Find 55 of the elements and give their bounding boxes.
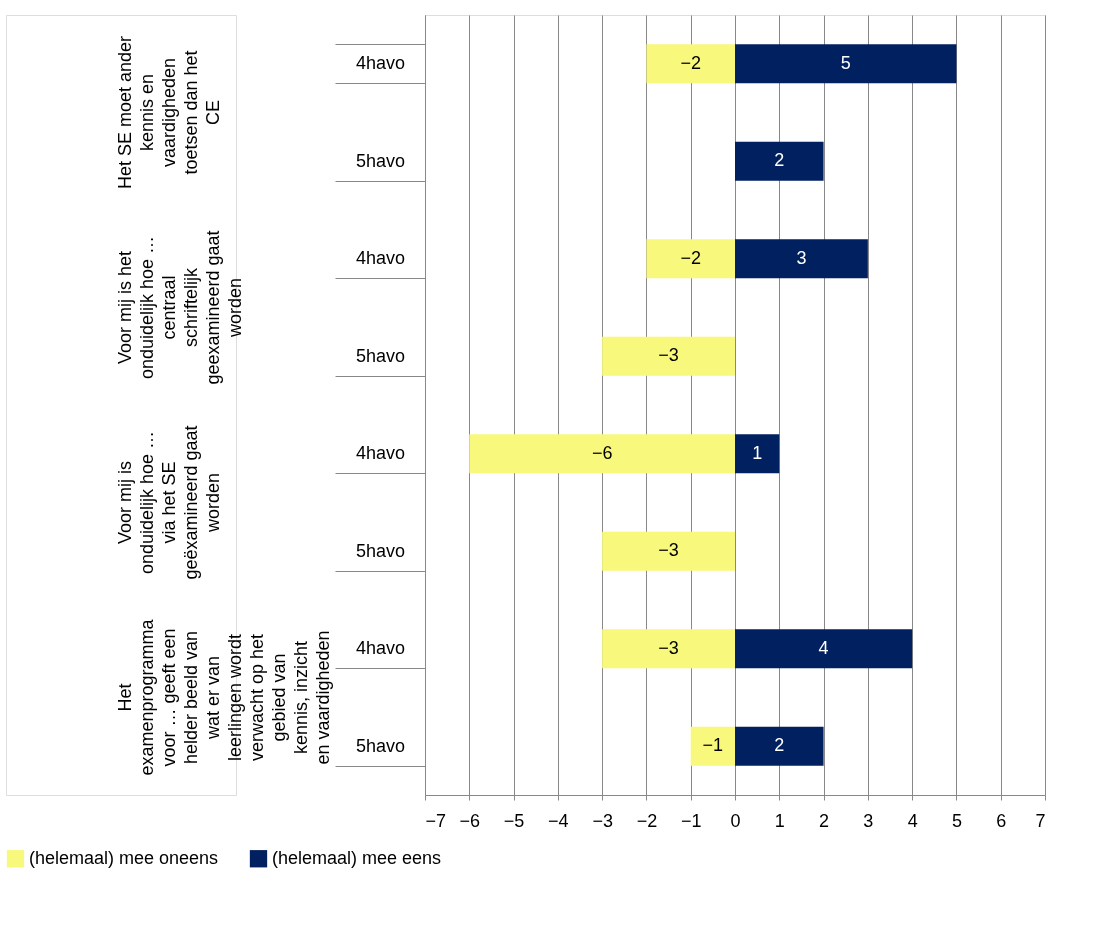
text: Het SE moet ander kennis en vaardigheden toetsen dan het CE xyxy=(115,35,223,190)
y-tick-label: 4havo xyxy=(355,443,406,464)
x-tick-label: 6 xyxy=(996,810,1007,831)
x-tick-label: −2 xyxy=(636,810,658,831)
data-label: 2 xyxy=(774,735,785,756)
bar xyxy=(735,434,780,474)
bar xyxy=(602,336,735,376)
x-tick-label: 7 xyxy=(1035,810,1046,831)
data-label: −2 xyxy=(680,247,701,268)
text: Voor mij is het onduidelijk hoe … centraal schriftelijk geexamineerd gaat worden xyxy=(115,230,245,385)
y-tick-label: 5havo xyxy=(355,345,406,366)
x-tick-label: −5 xyxy=(503,810,525,831)
data-label: −3 xyxy=(658,540,679,561)
bar xyxy=(469,434,735,474)
x-tick-label: 4 xyxy=(907,810,918,831)
bar xyxy=(602,629,735,669)
data-label: 4 xyxy=(818,637,829,658)
text: Voor mij is onduidelijk hoe … via het SE geëxamineerd gaat worden xyxy=(115,425,223,580)
data-label: 2 xyxy=(774,150,785,171)
y-tick-label: 4havo xyxy=(355,53,406,74)
bar xyxy=(690,726,735,766)
data-label: 5 xyxy=(840,52,851,73)
bar xyxy=(735,141,824,181)
text: Het examenprogramma voor … geeft een helder beeld van wat er van leerlingen wordt verwacht op het gebied van kennis, inzicht en vaardigheden xyxy=(115,619,333,776)
y-tick-label: 5havo xyxy=(355,150,406,171)
x-tick-label: 5 xyxy=(951,810,962,831)
bar xyxy=(646,44,735,84)
x-tick-label: −4 xyxy=(548,810,569,831)
bar xyxy=(735,44,957,84)
x-tick-label: 2 xyxy=(819,810,830,831)
x-tick-label: −3 xyxy=(592,810,613,831)
y-tick-label: 4havo xyxy=(355,248,406,269)
data-label: 3 xyxy=(796,247,807,268)
data-label: −1 xyxy=(702,735,724,756)
legend-label: (helemaal) mee eens xyxy=(272,847,442,868)
data-label: −2 xyxy=(680,52,701,73)
x-tick-label: 0 xyxy=(730,810,741,831)
bar xyxy=(735,629,913,669)
bar xyxy=(646,239,735,279)
data-label: −3 xyxy=(658,345,679,366)
legend-label: (helemaal) mee oneens xyxy=(29,847,219,868)
bar xyxy=(735,726,824,766)
x-tick-label: −6 xyxy=(459,810,481,831)
x-tick-label: −1 xyxy=(680,810,702,831)
y-tick-label: 5havo xyxy=(355,735,406,756)
y-tick-label: 5havo xyxy=(355,540,406,561)
x-tick-label: 3 xyxy=(863,810,874,831)
data-label: −3 xyxy=(658,637,679,658)
bar xyxy=(602,531,735,571)
x-tick-label: 1 xyxy=(774,810,785,831)
x-tick-label: −7 xyxy=(425,810,447,831)
bar xyxy=(735,239,868,279)
data-label: −6 xyxy=(591,442,613,463)
data-label: 1 xyxy=(752,442,763,463)
y-tick-label: 4havo xyxy=(355,638,406,659)
